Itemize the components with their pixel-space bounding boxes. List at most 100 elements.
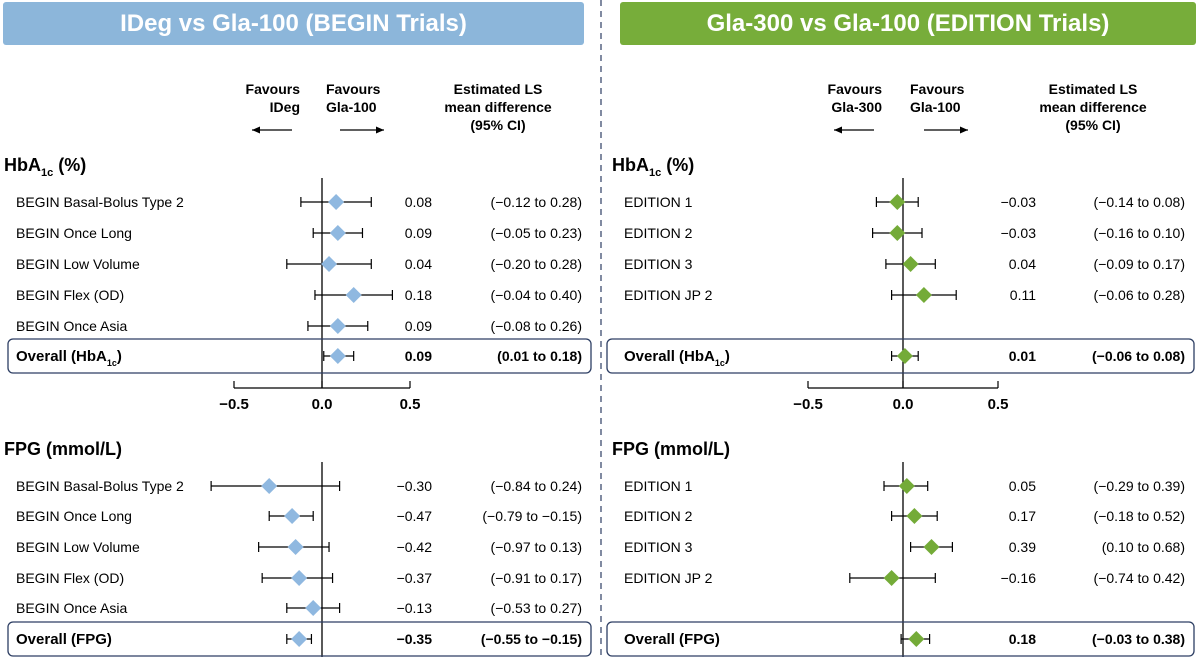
- ci-text: (−0.05 to 0.23): [491, 225, 582, 241]
- trial-label: BEGIN Low Volume: [16, 539, 140, 555]
- estimate-value: −0.03: [1001, 225, 1037, 241]
- estimate-marker: [321, 256, 338, 272]
- estimate-value: 0.01: [1009, 348, 1036, 364]
- estimate-header-line2: mean difference: [444, 99, 552, 115]
- trial-label: BEGIN Once Long: [16, 225, 132, 241]
- estimate-marker: [906, 508, 923, 524]
- estimate-marker: [261, 478, 278, 494]
- trial-label: EDITION 1: [624, 194, 693, 210]
- estimate-marker: [305, 600, 322, 616]
- favours-left-line2: Gla-300: [831, 99, 882, 115]
- estimate-marker: [908, 631, 925, 647]
- ci-text: (0.01 to 0.18): [497, 348, 582, 364]
- estimate-marker: [284, 508, 301, 524]
- overall-box: [606, 621, 1195, 657]
- estimate-header-line2: mean difference: [1039, 99, 1147, 115]
- estimate-marker: [889, 194, 906, 210]
- overall-label: Overall (HbA1c): [16, 348, 122, 368]
- ci-text: (−0.12 to 0.28): [491, 194, 582, 210]
- overall-box: [606, 338, 1195, 374]
- ci-text: (−0.53 to 0.27): [491, 600, 582, 616]
- estimate-value: −0.37: [397, 570, 433, 586]
- estimate-marker: [898, 478, 915, 494]
- x-axis-tick-label: −0.5: [219, 396, 249, 413]
- overall-label: Overall (FPG): [16, 631, 112, 648]
- ci-text: (−0.20 to 0.28): [491, 256, 582, 272]
- favours-left-line2: IDeg: [270, 99, 300, 115]
- x-axis-tick-label: 0.5: [400, 396, 421, 413]
- estimate-value: 0.18: [405, 287, 432, 303]
- estimate-value: 0.09: [405, 225, 432, 241]
- left-panel-title: IDeg vs Gla-100 (BEGIN Trials): [3, 2, 584, 45]
- estimate-marker: [345, 287, 362, 303]
- estimate-marker: [902, 256, 919, 272]
- estimate-value: 0.04: [405, 256, 432, 272]
- overall-label: Overall (FPG): [624, 631, 720, 648]
- section-heading: FPG (mmol/L): [612, 439, 730, 459]
- section-heading: HbA1c (%): [4, 155, 86, 179]
- trial-label: BEGIN Once Long: [16, 508, 132, 524]
- trial-label: BEGIN Low Volume: [16, 256, 140, 272]
- favours-right-line2: Gla-100: [910, 99, 961, 115]
- favours-left-arrow-head: [834, 126, 842, 134]
- ci-text: (−0.79 to −0.15): [482, 508, 582, 524]
- trial-label: BEGIN Flex (OD): [16, 570, 124, 586]
- section-heading: FPG (mmol/L): [4, 439, 122, 459]
- ci-text: (−0.97 to 0.13): [491, 539, 582, 555]
- estimate-marker: [329, 348, 346, 364]
- estimate-marker: [287, 539, 304, 555]
- trial-label: EDITION 1: [624, 478, 693, 494]
- favours-right-arrow-head: [376, 126, 384, 134]
- estimate-marker: [915, 287, 932, 303]
- estimate-header-line1: Estimated LS: [454, 81, 543, 97]
- estimate-marker: [923, 539, 940, 555]
- overall-box: [7, 338, 592, 374]
- estimate-value: 0.11: [1010, 287, 1036, 303]
- trial-label: EDITION JP 2: [624, 287, 713, 303]
- ci-text: (−0.16 to 0.10): [1094, 225, 1185, 241]
- estimate-marker: [328, 194, 345, 210]
- favours-right-line1: Favours: [910, 81, 965, 97]
- ci-text: (−0.55 to −0.15): [481, 631, 582, 647]
- estimate-value: −0.30: [397, 478, 433, 494]
- estimate-value: −0.47: [397, 508, 433, 524]
- ci-text: (−0.04 to 0.40): [491, 287, 582, 303]
- x-axis-tick-label: 0.5: [988, 396, 1009, 413]
- estimate-value: −0.16: [1001, 570, 1037, 586]
- favours-right-arrow-head: [960, 126, 968, 134]
- estimate-marker: [291, 631, 308, 647]
- ci-text: (−0.08 to 0.26): [491, 318, 582, 334]
- ci-text: (−0.84 to 0.24): [491, 478, 582, 494]
- estimate-marker: [883, 570, 900, 586]
- ci-text: (−0.06 to 0.08): [1092, 348, 1185, 364]
- ci-text: (0.10 to 0.68): [1102, 539, 1185, 555]
- trial-label: EDITION 3: [624, 256, 693, 272]
- estimate-value: −0.03: [1001, 194, 1037, 210]
- estimate-header-line3: (95% CI): [470, 117, 525, 133]
- estimate-value: −0.35: [397, 631, 433, 647]
- favours-left-arrow-head: [252, 126, 260, 134]
- trial-label: BEGIN Basal-Bolus Type 2: [16, 194, 184, 210]
- favours-left-line1: Favours: [246, 81, 301, 97]
- favours-right-line2: Gla-100: [326, 99, 377, 115]
- estimate-marker: [896, 348, 913, 364]
- x-axis-tick-label: 0.0: [893, 396, 914, 413]
- estimate-marker: [329, 318, 346, 334]
- estimate-value: 0.08: [405, 194, 432, 210]
- estimate-value: 0.17: [1009, 508, 1036, 524]
- trial-label: EDITION 2: [624, 225, 693, 241]
- ci-text: (−0.06 to 0.28): [1094, 287, 1185, 303]
- trial-label: EDITION JP 2: [624, 570, 713, 586]
- overall-box: [7, 621, 592, 657]
- estimate-value: 0.05: [1009, 478, 1036, 494]
- estimate-header-line3: (95% CI): [1065, 117, 1120, 133]
- estimate-marker: [291, 570, 308, 586]
- estimate-value: −0.13: [397, 600, 433, 616]
- trial-label: EDITION 3: [624, 539, 693, 555]
- estimate-header-line1: Estimated LS: [1049, 81, 1138, 97]
- favours-left-line1: Favours: [828, 81, 883, 97]
- ci-text: (−0.03 to 0.38): [1092, 631, 1185, 647]
- trial-label: EDITION 2: [624, 508, 693, 524]
- overall-label: Overall (HbA1c): [624, 348, 730, 368]
